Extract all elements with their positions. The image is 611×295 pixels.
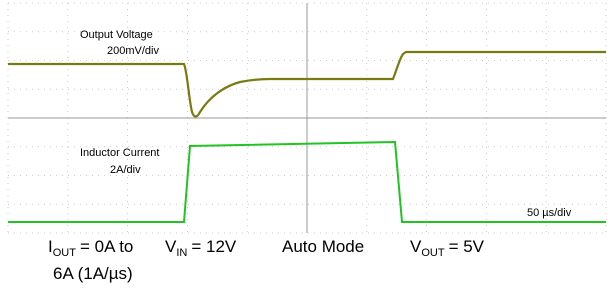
trace-scale: 200mV/div [107, 45, 159, 57]
symbol: V [410, 237, 422, 256]
subscript: OUT [53, 247, 77, 259]
symbol: V [165, 237, 177, 256]
condition-text: = 0A to [80, 237, 133, 256]
trace-scale: 2A/div [110, 164, 141, 176]
condition-text: = 12V [191, 237, 237, 256]
condition-text: = 5V [449, 237, 485, 256]
condition: Auto Mode [282, 237, 364, 256]
condition: VOUT = 5V [410, 237, 485, 259]
scope-screenshot: Output Voltage 200mV/div Inductor Curren… [0, 0, 611, 295]
subscript: IN [176, 247, 187, 259]
condition: IOUT= 0A to [48, 237, 133, 259]
annotations: Output Voltage 200mV/div Inductor Curren… [48, 29, 572, 283]
subscript: OUT [421, 247, 445, 259]
condition: 6A (1A/µs) [53, 264, 133, 283]
trace-label: Output Voltage [80, 29, 153, 41]
timebase: 50 µs/div [527, 207, 572, 219]
trace-label: Inductor Current [80, 147, 159, 159]
condition: VIN = 12V [165, 237, 237, 259]
